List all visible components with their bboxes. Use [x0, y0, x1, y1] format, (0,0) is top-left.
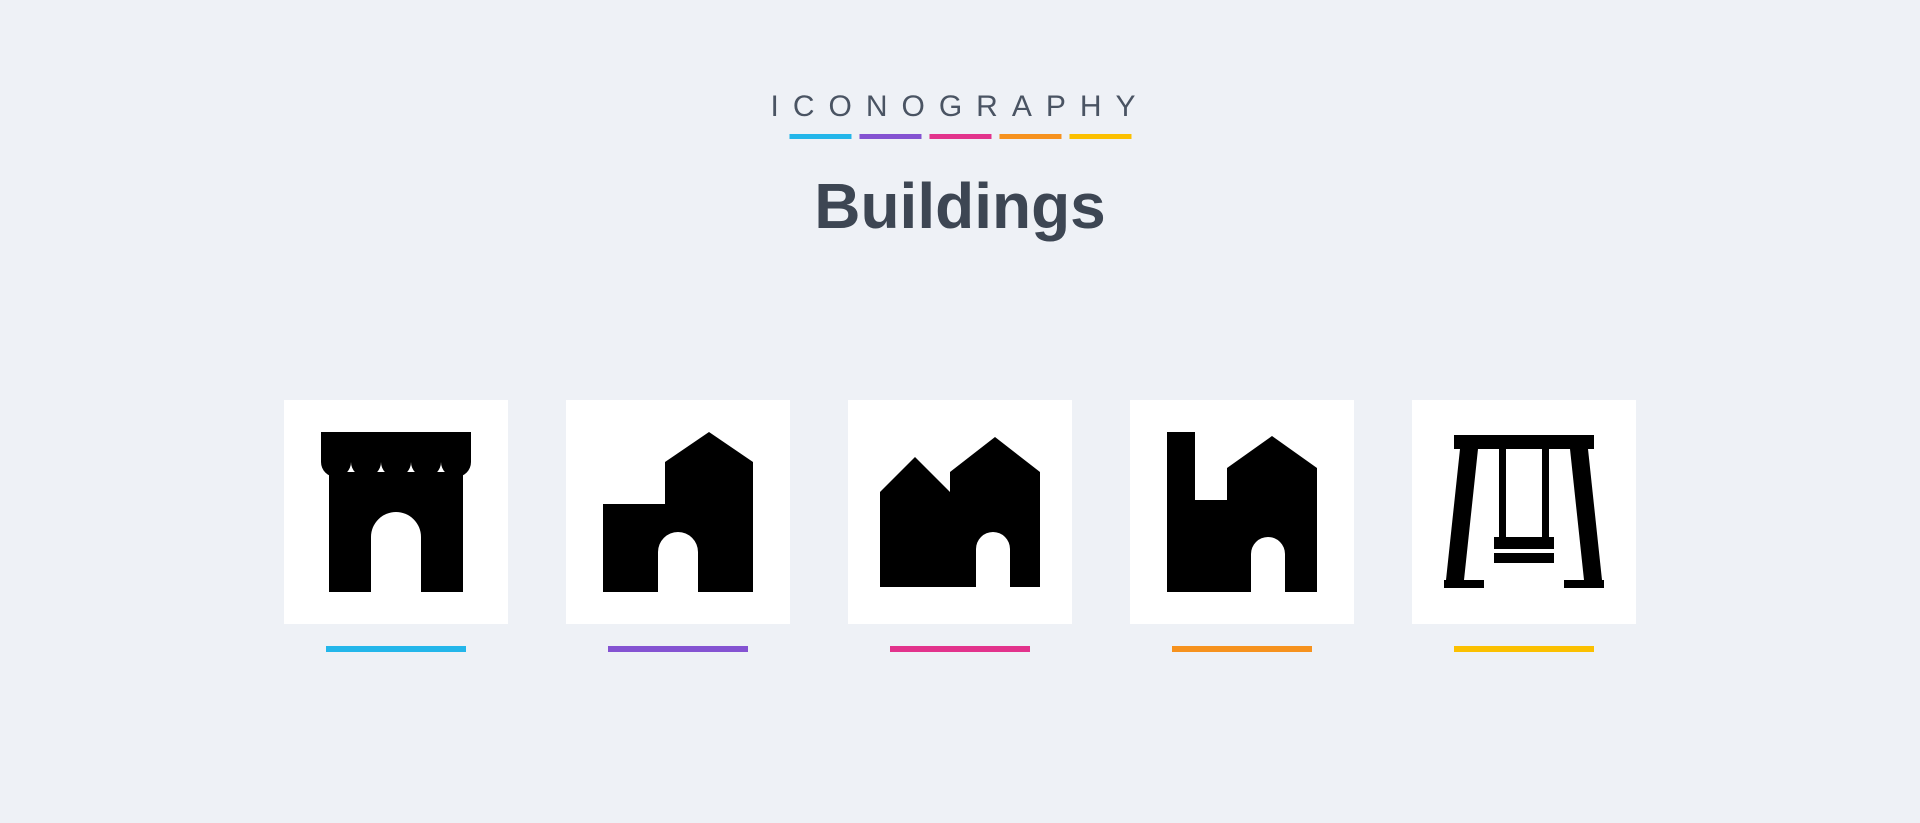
icon-underline	[890, 646, 1030, 652]
underline-segment	[789, 134, 851, 139]
icon-underline	[1454, 646, 1594, 652]
icon-box	[1130, 400, 1354, 624]
icon-cell-shop	[284, 400, 508, 652]
house-a-icon	[603, 432, 753, 592]
icon-underline	[326, 646, 466, 652]
icon-box	[848, 400, 1072, 624]
underline-segment	[999, 134, 1061, 139]
factory-icon	[1167, 432, 1317, 592]
icon-row	[284, 400, 1636, 652]
house-b-icon	[880, 437, 1040, 587]
icon-box	[284, 400, 508, 624]
underline-segment	[859, 134, 921, 139]
shop-icon	[321, 432, 471, 592]
icon-box	[1412, 400, 1636, 624]
icon-cell-house-a	[566, 400, 790, 652]
icon-cell-house-b	[848, 400, 1072, 652]
category-label: Buildings	[770, 169, 1149, 243]
underline-segment	[1069, 134, 1131, 139]
icon-cell-factory	[1130, 400, 1354, 652]
icon-underline	[608, 646, 748, 652]
brand-label: ICONOGRAPHY	[770, 90, 1149, 124]
swing-icon	[1444, 435, 1604, 590]
brand-underline	[770, 134, 1149, 139]
header: ICONOGRAPHY Buildings	[770, 90, 1149, 243]
icon-cell-swing	[1412, 400, 1636, 652]
icon-box	[566, 400, 790, 624]
underline-segment	[929, 134, 991, 139]
icon-underline	[1172, 646, 1312, 652]
